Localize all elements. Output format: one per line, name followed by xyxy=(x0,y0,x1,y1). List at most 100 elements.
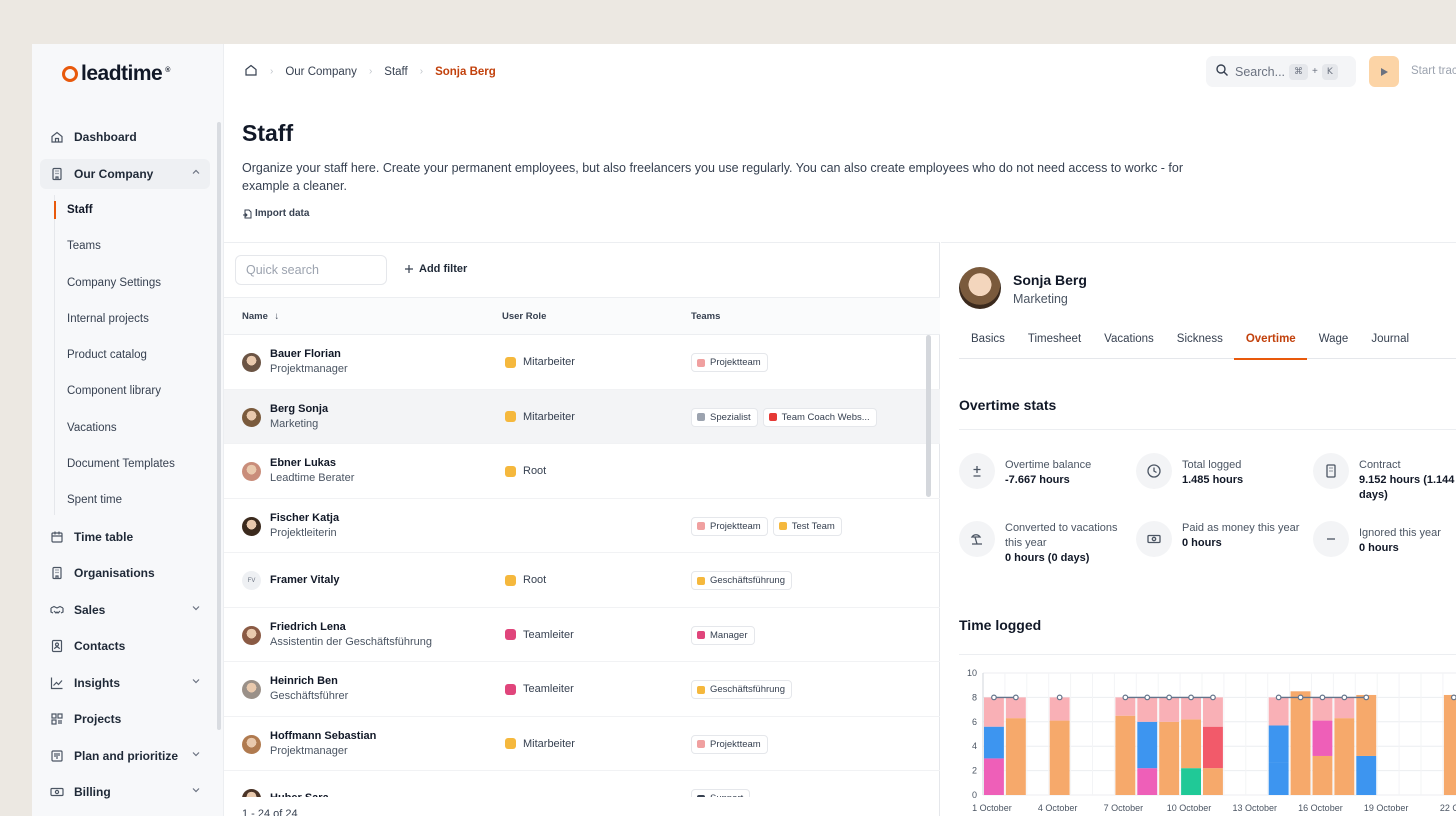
team-tag[interactable]: Spezialist xyxy=(691,407,758,427)
staff-name[interactable]: Bauer Florian xyxy=(270,348,341,360)
tab-timesheet[interactable]: Timesheet xyxy=(1027,333,1082,345)
table-body: Bauer Florian Projektmanager Mitarbeiter Pr… xyxy=(224,335,940,797)
table-row[interactable]: Huber Sara Support xyxy=(224,771,940,797)
sidebar-item-sales[interactable]: Sales xyxy=(40,595,210,625)
sidebar-item-our-company[interactable]: Our Company xyxy=(40,158,210,189)
breadcrumb-staff[interactable]: Staff xyxy=(384,65,408,78)
sidebar-item-plan-and-prioritize[interactable]: Plan and prioritize xyxy=(40,741,210,771)
add-filter-button[interactable]: Add filter xyxy=(404,263,467,275)
start-tracking-label[interactable]: Start trac xyxy=(1411,65,1456,77)
chevron-down-icon[interactable] xyxy=(192,604,200,612)
staff-name[interactable]: Berg Sonja xyxy=(270,402,329,415)
global-search[interactable]: Search... ⌘ + K xyxy=(1206,56,1356,87)
sidebar-item-billing[interactable]: Billing xyxy=(40,777,210,807)
table-row[interactable]: Hoffmann Sebastian Projektmanager Mitarbei… xyxy=(224,717,940,771)
team-tag[interactable]: Manager xyxy=(691,625,755,645)
quick-search-input[interactable]: Quick search xyxy=(235,255,387,285)
chevron-up-icon[interactable] xyxy=(192,168,200,176)
team-tag[interactable]: Projektteam xyxy=(691,516,768,536)
table-row[interactable]: Friedrich Lena Assistentin der Geschäftsf… xyxy=(224,608,940,662)
tab-vacations[interactable]: Vacations xyxy=(1104,333,1154,345)
sidebar-subitem-spent-time[interactable]: Spent time xyxy=(67,494,122,507)
logo[interactable]: leadtime ® xyxy=(62,62,170,86)
x-tick-label: 16 October xyxy=(1298,803,1343,813)
start-tracking-button[interactable] xyxy=(1369,56,1399,87)
chevron-down-icon[interactable] xyxy=(192,750,200,758)
sidebar-subitem-staff[interactable]: Staff xyxy=(54,195,210,225)
sidebar-item-contacts[interactable]: Contacts xyxy=(40,631,210,661)
table-row[interactable]: Berg Sonja Marketing Mitarbeiter Spezialist… xyxy=(224,389,940,444)
overtime-stat: Paid as money this year 0 hours xyxy=(1136,521,1301,557)
user-role-label: Root xyxy=(523,465,547,477)
sidebar-item-label: Contacts xyxy=(74,639,126,654)
tab-wage[interactable]: Wage xyxy=(1318,333,1349,345)
sidebar-subitem-product-catalog[interactable]: Product catalog xyxy=(67,349,147,362)
column-header-name[interactable]: Name ↓ xyxy=(242,311,280,322)
table-row[interactable]: FV Framer Vitaly Root Geschäftsführung xyxy=(224,553,940,608)
team-tag[interactable]: Projektteam xyxy=(691,734,768,754)
sidebar-subitem-internal-projects[interactable]: Internal projects xyxy=(67,312,149,325)
breadcrumb-current: Sonja Berg xyxy=(435,65,496,78)
breadcrumb-home-icon[interactable] xyxy=(244,63,258,80)
table-row[interactable]: Heinrich Ben Geschäftsführer Teamleiter Ges… xyxy=(224,662,940,717)
sidebar-item-insights[interactable]: Insights xyxy=(40,668,210,698)
sidebar-item-organisations[interactable]: Organisations xyxy=(40,558,210,588)
target-point xyxy=(1188,694,1194,701)
role-emoji-icon xyxy=(505,465,516,477)
staff-name[interactable]: Fischer Katja xyxy=(270,511,340,524)
sidebar-subitem-vacations[interactable]: Vacations xyxy=(67,421,117,434)
table-scrollbar[interactable] xyxy=(926,335,931,497)
user-role: Root xyxy=(505,465,546,477)
team-tag[interactable]: Geschäftsführung xyxy=(691,680,792,699)
table-row[interactable]: Fischer Katja Projektleiterin Projektteam T… xyxy=(224,499,940,553)
sidebar-item-time-table[interactable]: Time table xyxy=(40,522,210,552)
overtime-stat: Total logged 1.485 hours xyxy=(1136,453,1301,489)
staff-name[interactable]: Framer Vitaly xyxy=(270,574,340,586)
sidebar-item-dashboard[interactable]: Dashboard xyxy=(40,122,210,152)
user-role: Teamleiter xyxy=(505,629,574,641)
table-row[interactable]: Ebner Lukas Leadtime Berater Root xyxy=(224,444,940,499)
sidebar-scrollbar[interactable] xyxy=(217,122,221,730)
import-data-button[interactable]: Import data xyxy=(242,208,1202,219)
staff-name[interactable]: Heinrich Ben xyxy=(270,675,338,687)
team-tag[interactable]: Projektteam xyxy=(691,353,768,372)
staff-name[interactable]: Friedrich Lena xyxy=(270,620,346,633)
team-tag[interactable]: Support xyxy=(691,789,751,797)
column-header-teams[interactable]: Teams xyxy=(691,311,721,322)
tab-journal[interactable]: Journal xyxy=(1371,333,1410,345)
table-row[interactable]: Bauer Florian Projektmanager Mitarbeiter Pr… xyxy=(224,335,940,390)
sidebar-submenu-our-company: Staff Teams Company Settings Internal pr… xyxy=(54,195,210,516)
pagination-label: 1 - 24 of 24 xyxy=(242,808,298,816)
bar-segment xyxy=(1312,720,1333,756)
tab-sickness[interactable]: Sickness xyxy=(1176,333,1223,345)
target-point xyxy=(1210,694,1216,701)
staff-name[interactable]: Hoffmann Sebastian xyxy=(270,729,377,742)
column-header-user-role[interactable]: User Role xyxy=(502,311,547,322)
bar-segment xyxy=(1005,697,1026,719)
breadcrumb-separator: › xyxy=(419,66,424,77)
sidebar-subitem-company-settings[interactable]: Company Settings xyxy=(67,276,161,289)
sidebar-subitem-component-library[interactable]: Component library xyxy=(67,385,161,398)
breadcrumb-our-company[interactable]: Our Company xyxy=(285,65,357,78)
chevron-down-icon[interactable] xyxy=(192,677,200,685)
tab-overtime[interactable]: Overtime xyxy=(1233,319,1307,360)
sidebar-item-label: Insights xyxy=(74,675,121,690)
staff-name[interactable]: Ebner Lukas xyxy=(270,457,337,469)
team-tag[interactable]: Geschäftsführung xyxy=(691,571,792,590)
tab-basics[interactable]: Basics xyxy=(971,333,1005,345)
chevron-down-icon[interactable] xyxy=(192,786,200,794)
avatar xyxy=(242,407,261,427)
bar-segment xyxy=(1356,755,1377,795)
sidebar-subitem-teams[interactable]: Teams xyxy=(67,240,101,253)
staff-position: Geschäftsführer xyxy=(270,690,349,702)
stat-value: -7.667 hours xyxy=(1005,474,1070,486)
stat-label: Overtime balance xyxy=(1005,459,1092,471)
team-tag[interactable]: Team Coach Webs... xyxy=(762,407,877,427)
staff-name[interactable]: Huber Sara xyxy=(270,792,329,797)
sidebar-item-projects[interactable]: Projects xyxy=(40,704,210,734)
avatar xyxy=(242,625,261,645)
team-tag[interactable]: Test Team xyxy=(772,516,842,536)
calendar-icon xyxy=(50,530,64,544)
user-role-label: Mitarbeiter xyxy=(523,737,575,750)
sidebar-subitem-document-templates[interactable]: Document Templates xyxy=(67,458,175,471)
